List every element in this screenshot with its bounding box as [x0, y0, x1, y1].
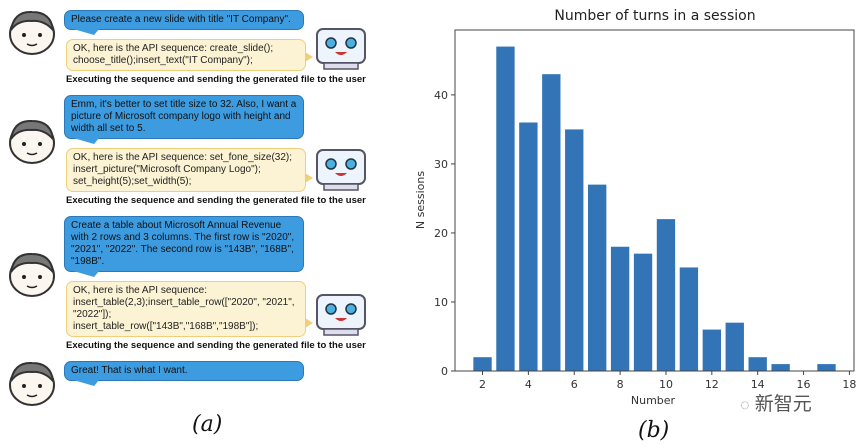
bar-12: [702, 329, 721, 371]
bar-14: [748, 357, 767, 371]
y-tick-label: 20: [434, 227, 448, 240]
robot-avatar: [314, 27, 368, 76]
bar-17: [817, 364, 836, 371]
caption-a: (a): [192, 412, 223, 437]
user-message: Create a table about Microsoft Annual Re…: [64, 216, 304, 272]
x-tick-label: 6: [571, 378, 578, 391]
bot-message: OK, here is the API sequence: create_sli…: [66, 39, 313, 71]
bar-3: [496, 46, 515, 371]
user-avatar: [4, 359, 60, 412]
bar-2: [473, 357, 492, 371]
user-avatar: [4, 8, 60, 61]
user-avatar: [4, 250, 60, 303]
bar-8: [610, 246, 630, 371]
x-tick-label: 10: [659, 378, 673, 391]
chart-title: Number of turns in a session: [554, 8, 755, 24]
robot-avatar: [314, 293, 368, 342]
x-tick-label: 14: [751, 378, 765, 391]
x-tick-label: 16: [797, 378, 811, 391]
bot-message: OK, here is the API sequence: set_fone_s…: [66, 148, 313, 192]
y-tick-label: 0: [441, 365, 448, 378]
wechat-icon: ◌: [740, 397, 750, 414]
bar-5: [542, 74, 561, 372]
user-message: Emm, it's better to set title size to 32…: [64, 95, 304, 139]
bar-7: [588, 184, 607, 371]
x-tick-label: 8: [617, 378, 624, 391]
x-tick-label: 2: [479, 378, 486, 391]
bar-11: [679, 267, 699, 371]
bar-6: [565, 129, 584, 371]
user-avatar: [4, 117, 60, 170]
bar-9: [633, 253, 653, 371]
y-axis-label: N sessions: [414, 171, 427, 229]
bar-13: [725, 322, 744, 371]
watermark: ◌ 新智元: [740, 394, 812, 415]
y-tick-label: 40: [434, 89, 448, 102]
x-tick-label: 18: [842, 378, 856, 391]
status-text: Executing the sequence and sending the g…: [66, 195, 366, 206]
user-message: Great! That is what I want.: [64, 361, 304, 381]
x-tick-label: 4: [525, 378, 532, 391]
bar-10: [656, 219, 676, 371]
caption-b: (b): [638, 418, 670, 443]
status-text: Executing the sequence and sending the g…: [66, 74, 366, 85]
y-tick-label: 30: [434, 158, 448, 171]
robot-avatar: [314, 148, 368, 197]
x-axis-label: Number: [631, 394, 676, 407]
user-message: Please create a new slide with title "IT…: [64, 10, 304, 30]
y-tick-label: 10: [434, 296, 448, 309]
plot-frame: [454, 29, 855, 372]
bot-message: OK, here is the API sequence: insert_tab…: [66, 281, 313, 337]
bar-chart: Number of turns in a session Number N se…: [414, 8, 856, 407]
x-tick-label: 12: [705, 378, 719, 391]
bar-15: [771, 364, 790, 371]
bar-4: [519, 122, 538, 371]
status-text: Executing the sequence and sending the g…: [66, 340, 366, 351]
